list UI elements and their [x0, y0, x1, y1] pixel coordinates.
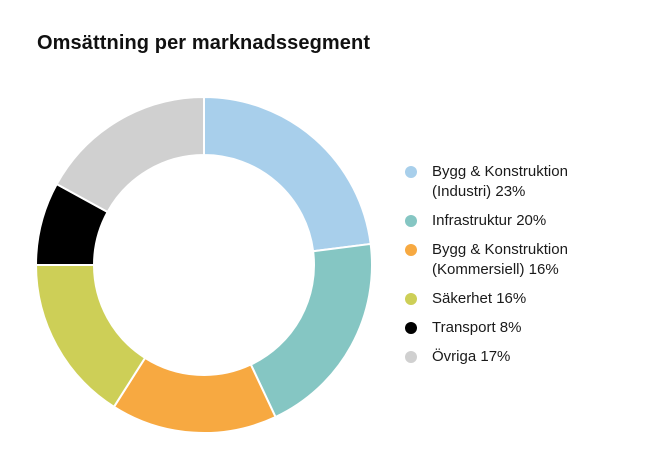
donut-slice-1 [249, 242, 373, 419]
legend-label-4-line-0: Transport 8% [432, 319, 522, 336]
legend-item-3: Säkerhet 16% [405, 289, 655, 309]
legend-swatch-0 [405, 166, 417, 178]
chart-legend: Bygg & Konstruktion (Industri) 23% Infrast… [405, 162, 655, 367]
legend-label-3-line-0: Säkerhet 16% [432, 290, 527, 307]
donut-slice-5 [55, 95, 205, 214]
legend-label-2-line-1: (Kommersiell) 16% [432, 261, 559, 278]
legend-item-1: Infrastruktur 20% [405, 211, 655, 231]
legend-item-4: Transport 8% [405, 318, 655, 338]
legend-swatch-4 [405, 322, 417, 334]
legend-swatch-1 [405, 215, 417, 227]
legend-item-5: Övriga 17% [405, 347, 655, 367]
legend-swatch-2 [405, 244, 417, 256]
legend-item-2: Bygg & Konstruktion (Kommersiell) 16% [405, 240, 655, 280]
chart-title: Omsättning per marknadssegment [37, 32, 371, 54]
legend-item-0: Bygg & Konstruktion (Industri) 23% [405, 162, 655, 202]
legend-swatch-5 [405, 351, 417, 363]
legend-label-0-line-1: (Industri) 23% [432, 183, 526, 200]
legend-swatch-3 [405, 293, 417, 305]
legend-label-1-line-0: Infrastruktur 20% [432, 212, 547, 229]
donut-slice-0 [203, 95, 372, 253]
legend-label-5-line-0: Övriga 17% [432, 348, 511, 365]
legend-label-0-line-0: Bygg & Konstruktion [432, 163, 568, 180]
legend-label-2-line-0: Bygg & Konstruktion [432, 241, 568, 258]
